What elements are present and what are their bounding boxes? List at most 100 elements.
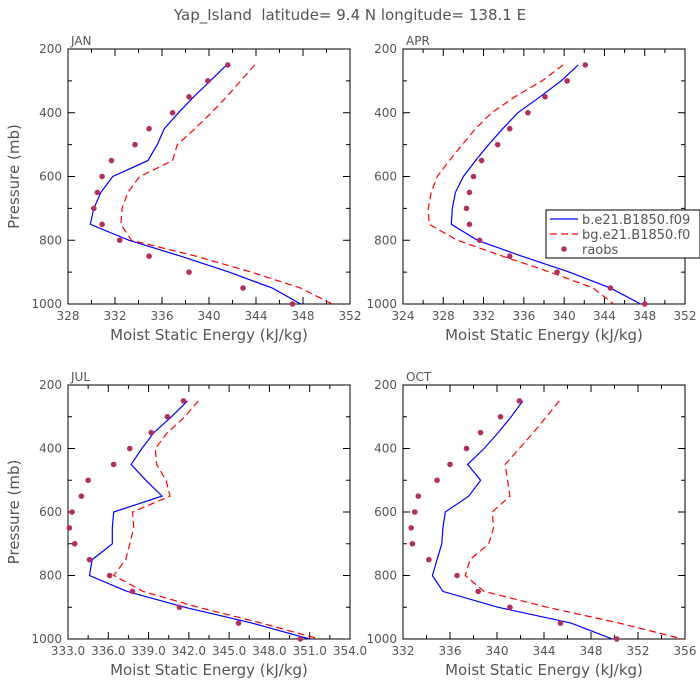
xtick-label-oct: 336	[439, 644, 462, 658]
legend-box	[545, 209, 700, 259]
panel-label-apr: APR	[406, 34, 430, 48]
yaxis-label-jan: Pressure (mb)	[5, 124, 23, 229]
xtick-label-oct: 332	[392, 644, 415, 658]
raob-point-oct	[408, 525, 415, 531]
raob-point-oct	[497, 413, 504, 420]
raob-point-jul	[126, 445, 133, 452]
ytick-label-jan: 1000	[31, 297, 62, 311]
raob-point-oct	[516, 398, 523, 404]
xtick-label-jul: 354.0	[333, 644, 367, 658]
ytick-label-jul: 400	[39, 442, 62, 456]
raob-point-jul	[66, 525, 73, 531]
panel-label-jan: JAN	[70, 34, 92, 48]
panel-jul: JUL 333.0 336.0 339.0 342.0 345.0 348.0 351.0 35…	[5, 370, 367, 679]
raob-point-oct	[477, 429, 484, 436]
xtick-label-oct: 352	[627, 644, 650, 658]
raob-point-apr	[476, 237, 483, 244]
panel-label-jul: JUL	[70, 370, 90, 384]
xtick-label-jan: 332	[104, 309, 127, 323]
raob-point-jan	[186, 94, 192, 100]
xaxis-label-apr: Moist Static Energy (kJ/kg)	[445, 326, 643, 344]
ytick-label-jul: 200	[39, 378, 62, 392]
series-bg-line-oct	[464, 400, 683, 640]
xtick-label-apr: 352	[674, 309, 697, 323]
xtick-label-jan: 336	[151, 309, 174, 323]
xtick-label-jul: 345.0	[212, 644, 246, 658]
raob-point-apr	[470, 173, 477, 180]
series-b-line-jan	[89, 64, 301, 305]
ytick-label-apr: 400	[374, 106, 397, 120]
ytick-label-apr: 800	[374, 233, 397, 247]
raob-point-jan	[186, 269, 192, 275]
legend-label-line2: bg.e21.B1850.f0	[582, 228, 690, 243]
raob-point-jan	[99, 173, 105, 180]
legend: b.e21.B1850.f09 bg.e21.B1850.f0 raobs	[545, 209, 700, 259]
raob-point-jan	[205, 78, 211, 84]
raob-point-jan	[116, 237, 123, 244]
raob-point-jan	[108, 157, 115, 164]
raob-point-oct	[475, 588, 482, 595]
xaxis-label-jul: Moist Static Energy (kJ/kg)	[110, 661, 308, 679]
raob-point-jan	[91, 205, 97, 212]
raob-point-apr	[466, 221, 473, 228]
panels: JAN 328 332 336 340 344 348 352 200 400 600 800 1000…	[5, 34, 696, 679]
raob-point-oct	[434, 477, 440, 484]
ytick-label-jan: 200	[39, 42, 62, 56]
raob-point-oct	[614, 636, 620, 642]
xaxis-label-oct: Moist Static Energy (kJ/kg)	[445, 661, 643, 679]
xtick-label-jan: 344	[245, 309, 268, 323]
ytick-label-apr: 200	[374, 42, 397, 56]
raob-point-jan	[289, 301, 296, 307]
raob-point-jan	[146, 253, 152, 259]
raob-point-jul	[78, 493, 85, 499]
ytick-label-jan: 600	[39, 170, 62, 184]
xtick-label-oct: 356	[674, 644, 697, 658]
raob-point-apr	[641, 301, 648, 307]
series-bg-line-jul	[112, 400, 320, 640]
ytick-label-oct: 400	[374, 442, 397, 456]
xtick-label-jul: 339.0	[131, 644, 165, 658]
xtick-label-apr: 340	[553, 309, 576, 323]
raob-point-apr	[466, 189, 473, 196]
ytick-label-jul: 1000	[31, 632, 62, 646]
raob-point-jul	[71, 540, 78, 547]
xtick-label-apr: 328	[432, 309, 455, 323]
xtick-label-apr: 348	[633, 309, 656, 323]
ytick-label-apr: 1000	[366, 297, 397, 311]
series-b-line-jul	[88, 400, 310, 640]
panel-jan: JAN 328 332 336 340 344 348 352 200 400 600 800 1000…	[5, 34, 361, 344]
raob-point-oct	[447, 461, 453, 468]
xtick-label-apr: 324	[392, 309, 415, 323]
raob-point-jan	[240, 285, 246, 291]
xtick-label-oct: 340	[486, 644, 509, 658]
legend-label-marker: raobs	[582, 243, 619, 258]
raob-point-jul	[69, 509, 75, 515]
raob-point-jul	[180, 398, 187, 404]
ytick-label-oct: 1000	[366, 632, 397, 646]
raob-point-jan	[225, 62, 231, 68]
raob-point-jan	[99, 221, 105, 228]
raob-point-apr	[554, 269, 560, 275]
xtick-label-jul: 342.0	[172, 644, 206, 658]
xtick-label-apr: 336	[512, 309, 535, 323]
xtick-label-apr: 344	[593, 309, 616, 323]
yaxis-label-jul: Pressure (mb)	[5, 460, 23, 565]
legend-label-line1: b.e21.B1850.f09	[582, 213, 690, 228]
raob-point-apr	[542, 94, 548, 100]
xtick-label-oct: 344	[533, 644, 556, 658]
raob-point-jan	[94, 189, 101, 196]
raob-point-jul	[106, 572, 113, 579]
raob-point-jul	[148, 429, 155, 436]
ytick-label-oct: 200	[374, 378, 397, 392]
raob-point-jan	[146, 125, 152, 132]
raob-point-jul	[129, 588, 136, 595]
xtick-label-jul: 351.0	[293, 644, 327, 658]
xtick-label-jul: 333.0	[51, 644, 85, 658]
xaxis-label-jan: Moist Static Energy (kJ/kg)	[110, 326, 308, 344]
panel-label-oct: OCT	[406, 370, 432, 384]
raob-point-oct	[409, 540, 416, 547]
legend-swatch-marker	[561, 246, 567, 252]
raob-point-apr	[494, 141, 501, 148]
ytick-label-jul: 600	[39, 505, 62, 519]
raob-point-jan	[132, 141, 138, 148]
